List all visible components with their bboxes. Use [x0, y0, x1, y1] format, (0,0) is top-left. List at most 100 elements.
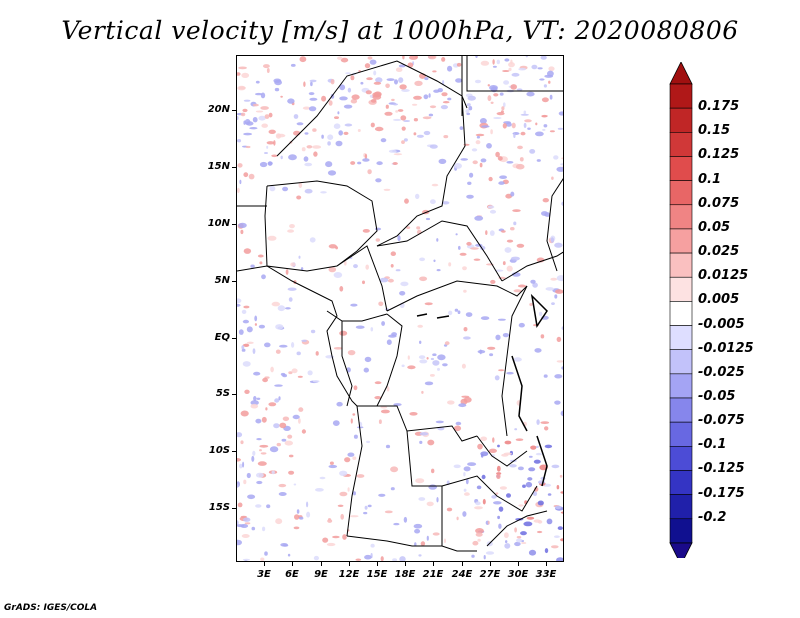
velocity-cell: [409, 412, 418, 416]
velocity-cell: [237, 484, 239, 488]
velocity-cell: [347, 452, 355, 457]
legend-label: -0.125: [698, 461, 745, 477]
velocity-cell: [381, 321, 385, 326]
velocity-cell: [264, 342, 271, 348]
velocity-cell: [241, 309, 247, 314]
velocity-cell: [327, 170, 337, 176]
velocity-cell: [453, 163, 462, 169]
velocity-cell: [392, 162, 398, 165]
lat-tick: [232, 451, 236, 452]
velocity-cell: [390, 264, 394, 268]
velocity-cell: [463, 143, 470, 146]
velocity-cell: [549, 130, 555, 133]
velocity-cell: [266, 504, 271, 509]
velocity-cell: [384, 111, 393, 116]
velocity-cell: [475, 56, 478, 58]
velocity-cell: [380, 138, 387, 143]
velocity-cell: [363, 511, 368, 515]
velocity-cell: [362, 280, 365, 285]
velocity-cell: [287, 287, 297, 291]
velocity-cell: [511, 122, 516, 129]
velocity-cell: [256, 438, 262, 441]
velocity-cell: [273, 78, 282, 83]
velocity-cell: [429, 144, 438, 149]
velocity-cell: [556, 485, 560, 490]
lat-label: EQ: [214, 332, 230, 343]
velocity-cell: [240, 515, 247, 518]
velocity-cell: [418, 355, 426, 359]
velocity-cell: [541, 115, 548, 118]
velocity-cell: [525, 56, 528, 58]
velocity-cell: [266, 145, 269, 149]
velocity-cell: [344, 457, 351, 463]
lon-label: 3E: [257, 569, 271, 580]
velocity-cell: [307, 370, 313, 376]
velocity-cell: [428, 93, 431, 98]
velocity-cell: [498, 506, 504, 512]
velocity-cell: [312, 380, 320, 383]
lat-tick: [232, 394, 236, 395]
velocity-cell: [520, 131, 526, 136]
velocity-cell: [282, 186, 289, 192]
velocity-cell: [556, 557, 563, 561]
velocity-cell: [498, 181, 505, 185]
velocity-cell: [327, 134, 334, 140]
velocity-cell: [261, 274, 266, 280]
velocity-cell: [240, 440, 244, 445]
velocity-cell: [278, 396, 281, 401]
legend-cell: [669, 325, 693, 350]
velocity-cell: [431, 183, 439, 187]
velocity-cell: [517, 466, 524, 471]
velocity-cell: [543, 84, 547, 88]
velocity-cell: [353, 385, 358, 391]
lake-victoria: [530, 293, 548, 328]
legend-label: -0.0125: [698, 340, 754, 356]
velocity-cell: [463, 466, 471, 472]
velocity-cell: [260, 557, 265, 561]
velocity-cell: [267, 235, 277, 241]
velocity-cell: [237, 116, 239, 120]
velocity-cell: [465, 478, 469, 485]
velocity-cell: [287, 229, 294, 233]
velocity-cell: [255, 418, 262, 424]
velocity-cell: [401, 364, 405, 368]
velocity-cell: [313, 555, 319, 561]
velocity-cell: [256, 397, 261, 400]
velocity-cell: [285, 269, 289, 275]
legend-label: -0.025: [698, 364, 745, 380]
velocity-cell: [509, 464, 517, 468]
velocity-cell: [517, 284, 527, 288]
legend-cell: [669, 421, 693, 447]
border-drc-east: [501, 285, 528, 437]
velocity-cell: [390, 487, 395, 491]
velocity-cell: [352, 413, 356, 416]
velocity-cell: [241, 72, 250, 78]
velocity-cell: [250, 400, 259, 406]
lon-label: 12E: [338, 569, 360, 580]
velocity-cell: [503, 80, 510, 85]
legend-cell: [669, 518, 693, 544]
lon-label: 24E: [451, 569, 473, 580]
velocity-cell: [494, 375, 500, 381]
velocity-cell: [537, 500, 544, 506]
velocity-cell: [332, 420, 340, 426]
velocity-cell: [269, 185, 276, 192]
velocity-cell: [374, 396, 382, 400]
velocity-cell: [247, 494, 256, 500]
velocity-cell: [418, 497, 426, 501]
velocity-cell: [397, 109, 404, 112]
velocity-cell: [510, 227, 515, 231]
velocity-cell: [453, 464, 461, 469]
velocity-cell: [269, 446, 279, 453]
velocity-cell: [386, 386, 390, 392]
velocity-cell: [304, 188, 313, 194]
velocity-cell: [344, 123, 353, 127]
velocity-cell: [510, 191, 515, 197]
velocity-cell: [270, 366, 274, 373]
velocity-cell: [245, 145, 251, 149]
velocity-cell: [436, 238, 439, 242]
velocity-cell: [502, 261, 506, 266]
velocity-cell: [508, 67, 512, 72]
velocity-cell: [501, 106, 505, 111]
velocity-cell: [513, 221, 517, 226]
